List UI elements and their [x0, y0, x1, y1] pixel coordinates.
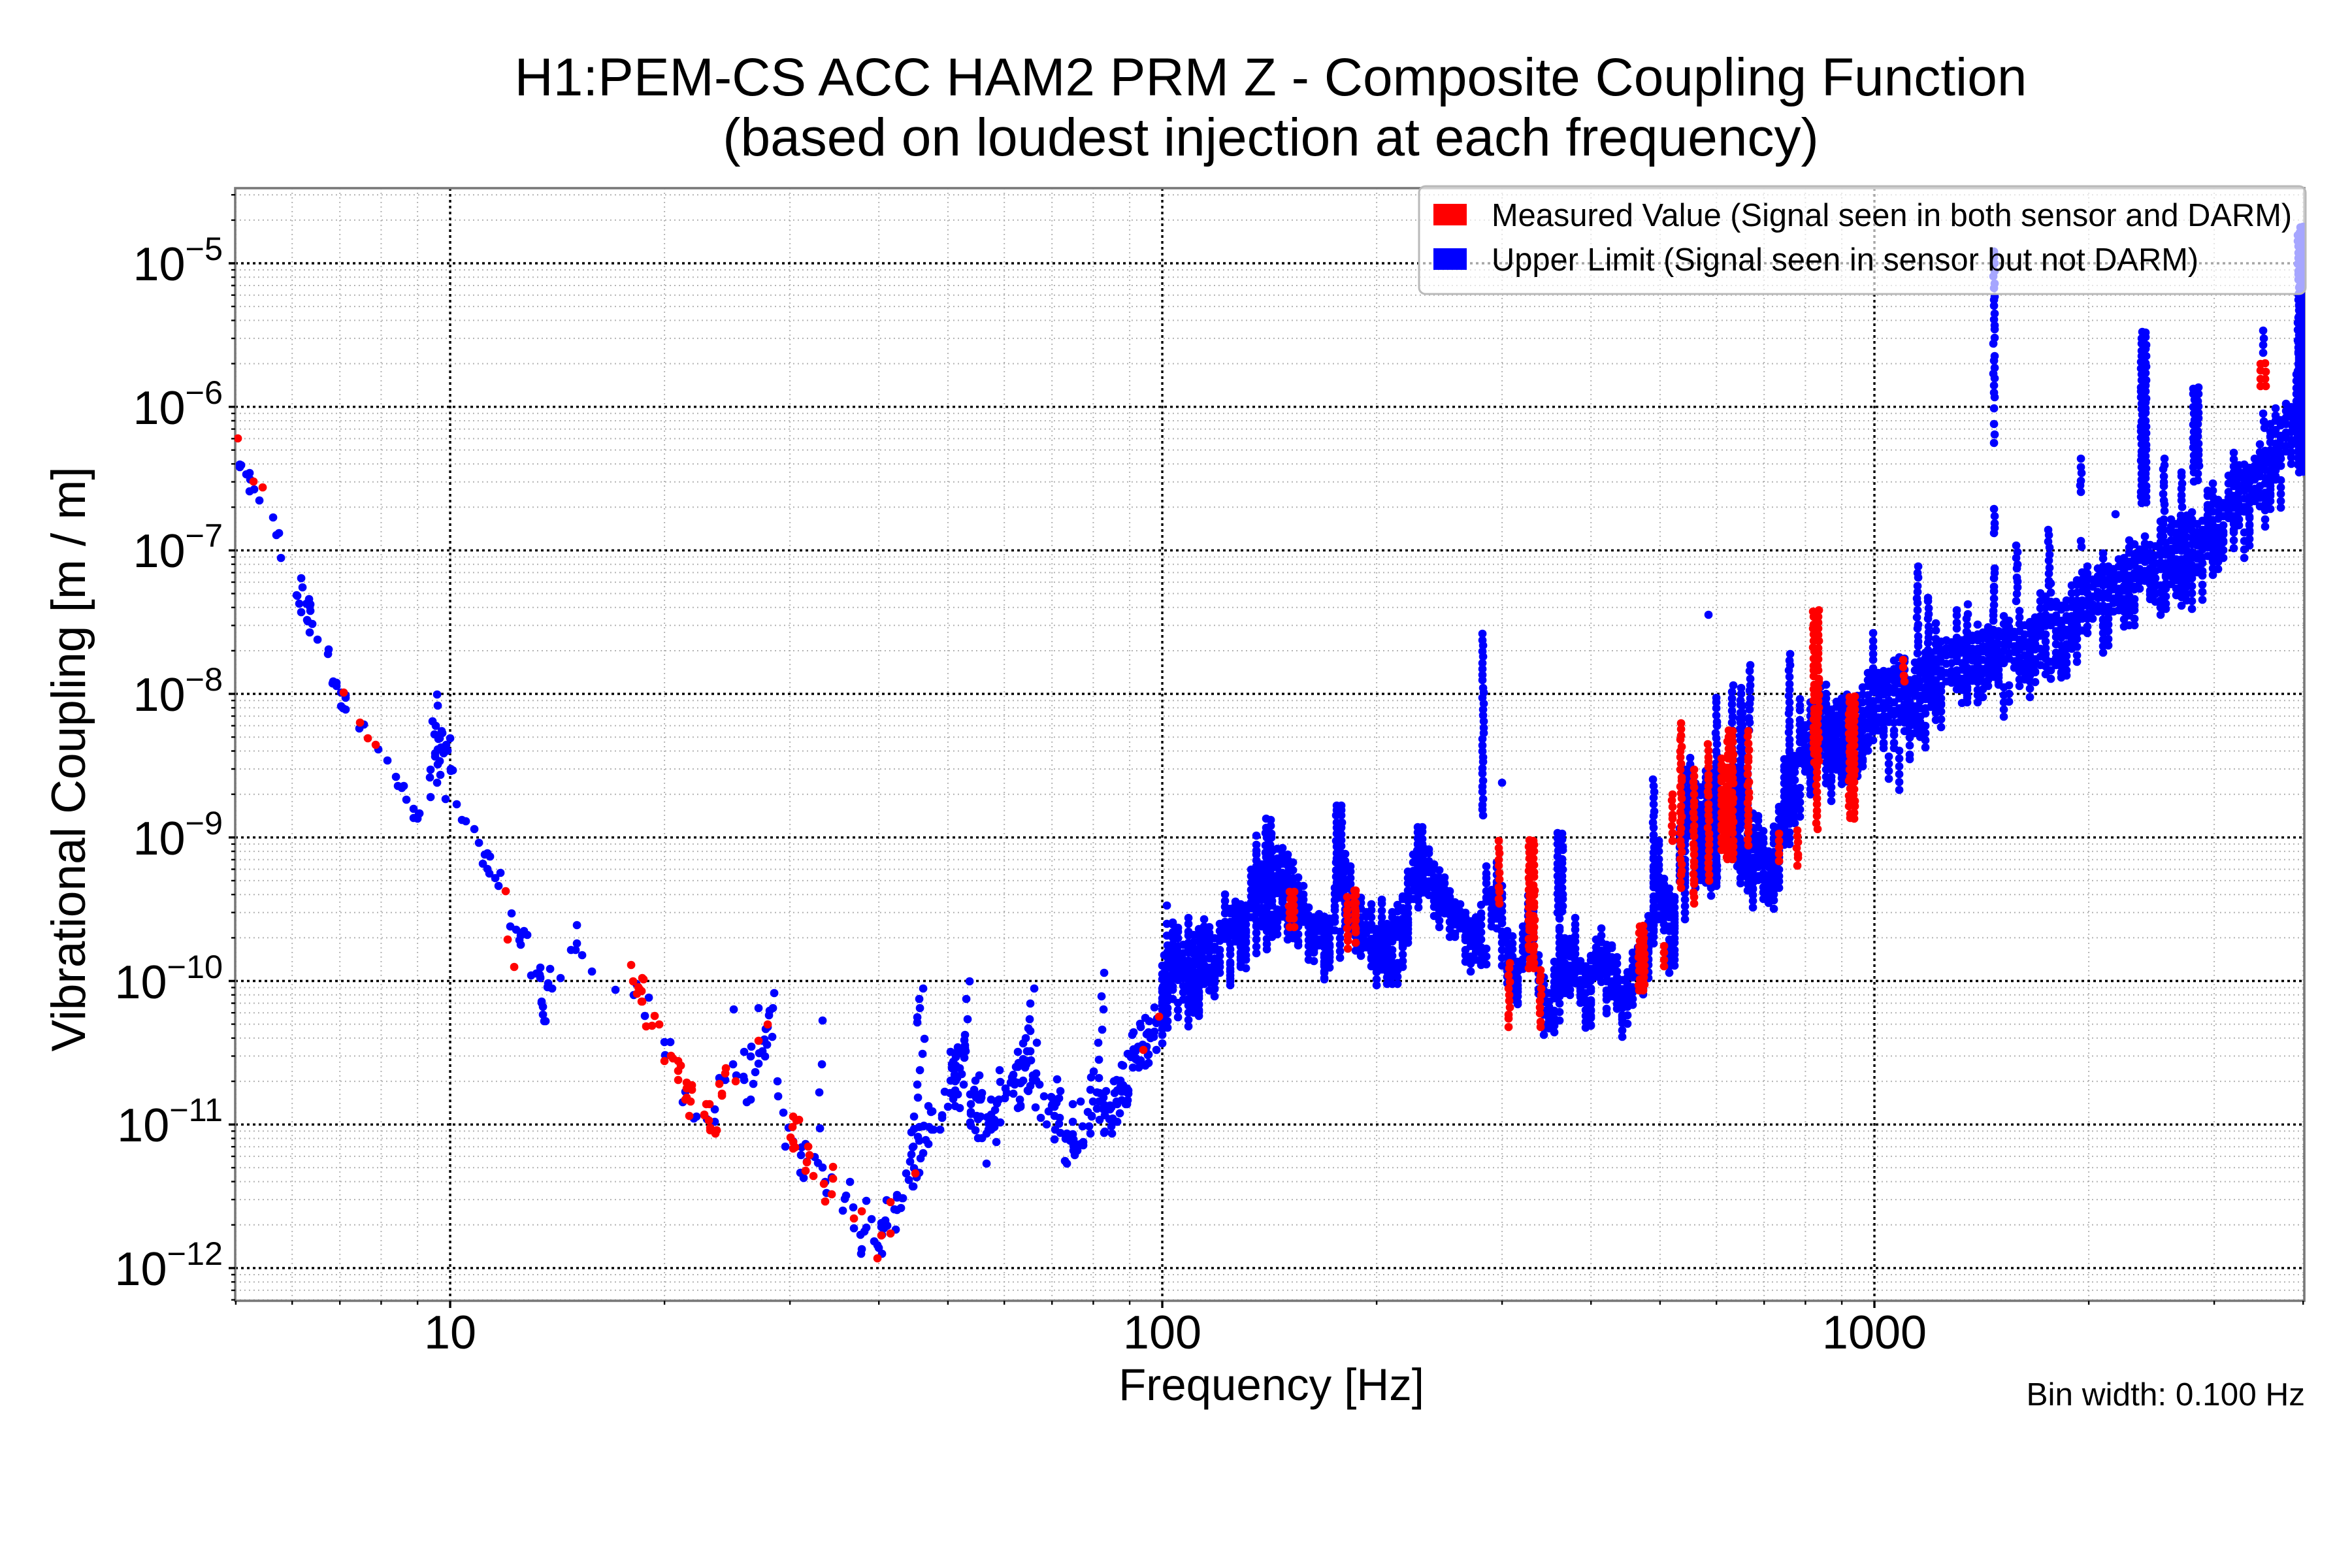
svg-text:10−5: 10−5	[133, 230, 223, 291]
svg-text:10: 10	[424, 1307, 476, 1359]
svg-text:(based on loudest injection at: (based on loudest injection at each freq…	[723, 108, 1819, 167]
svg-text:Vibrational Coupling [m / m]: Vibrational Coupling [m / m]	[42, 466, 95, 1051]
svg-text:Frequency [Hz]: Frequency [Hz]	[1119, 1360, 1424, 1410]
svg-text:10−7: 10−7	[133, 517, 223, 578]
svg-text:1000: 1000	[1822, 1307, 1927, 1359]
svg-text:Measured Value (Signal seen in: Measured Value (Signal seen in both sens…	[1492, 198, 2292, 233]
svg-text:Upper Limit (Signal seen in se: Upper Limit (Signal seen in sensor but n…	[1492, 242, 2198, 278]
svg-text:H1:PEM-CS ACC HAM2 PRM Z - Com: H1:PEM-CS ACC HAM2 PRM Z - Composite Cou…	[515, 48, 2027, 107]
svg-text:Bin width: 0.100 Hz: Bin width: 0.100 Hz	[2027, 1377, 2305, 1413]
svg-text:100: 100	[1123, 1307, 1201, 1359]
